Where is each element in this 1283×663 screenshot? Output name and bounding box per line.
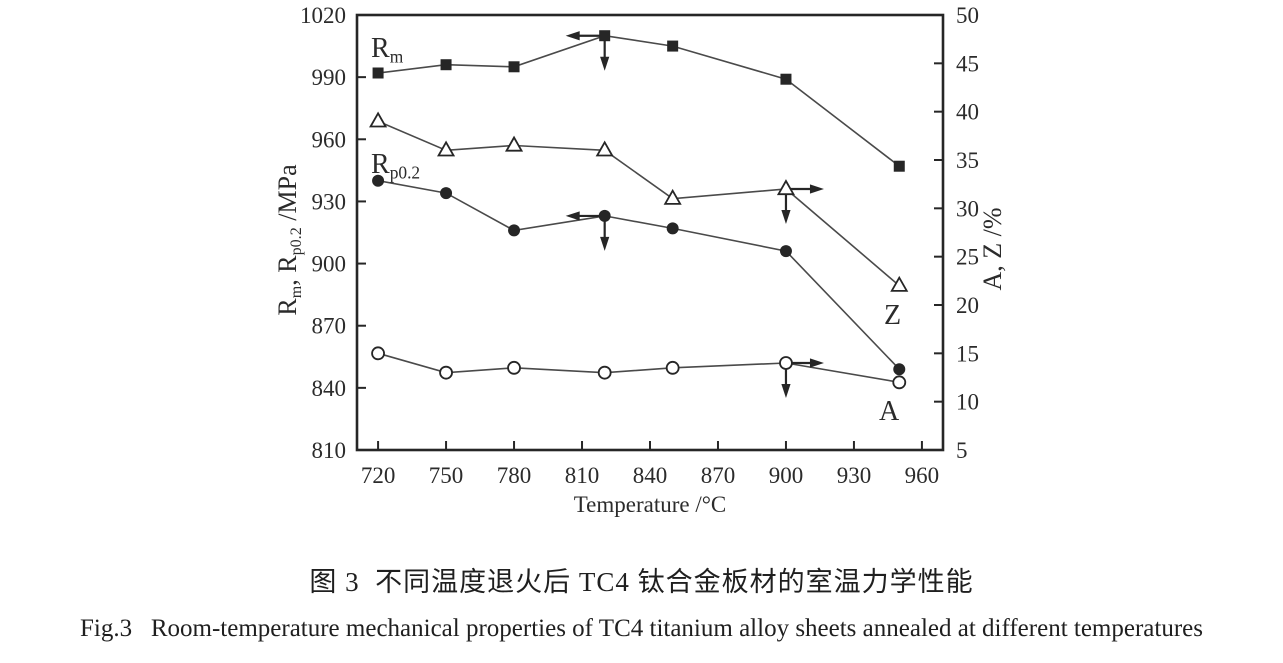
marker-open-circle bbox=[665, 360, 680, 375]
marker-filled-square bbox=[780, 73, 792, 85]
left-axis-tick-label: 990 bbox=[312, 65, 347, 90]
marker-open-triangle bbox=[890, 275, 909, 292]
marker-filled-circle bbox=[666, 222, 679, 235]
down-arrow-head bbox=[600, 56, 610, 71]
marker-filled-circle bbox=[508, 224, 521, 237]
marker-filled-square bbox=[893, 160, 905, 172]
marker-filled-square bbox=[508, 61, 520, 73]
right-axis-tick-label: 10 bbox=[956, 390, 979, 415]
right-arrow-head bbox=[809, 184, 824, 194]
right-axis-tick-label: 40 bbox=[956, 100, 979, 125]
series-line-A bbox=[377, 352, 900, 384]
left-arrow-head bbox=[565, 211, 580, 221]
marker-open-triangle bbox=[369, 111, 388, 128]
marker-filled-square bbox=[440, 59, 452, 71]
right-axis-title: A, Z /% bbox=[978, 207, 1007, 290]
left-arrow-head bbox=[565, 31, 580, 41]
x-axis-tick-label: 750 bbox=[429, 463, 464, 488]
series-line-Rm bbox=[378, 34, 900, 167]
marker-filled-square bbox=[599, 30, 611, 42]
x-axis-tick-label: 780 bbox=[497, 463, 532, 488]
x-axis-tick-label: 930 bbox=[837, 463, 872, 488]
series-markers-Rp0.2 bbox=[372, 174, 906, 376]
marker-filled-circle bbox=[893, 363, 906, 376]
marker-open-triangle bbox=[776, 179, 796, 196]
left-axis-tick-label: 840 bbox=[312, 376, 347, 401]
marker-open-circle bbox=[597, 365, 612, 380]
series-label-Rm: Rm bbox=[371, 33, 404, 67]
marker-open-circle bbox=[892, 375, 907, 390]
plot-border bbox=[355, 13, 945, 452]
mechanical-properties-chart: 810 840 870 900 930 960 990 1020 5 10 15 20 25 30 35 40… bbox=[273, 3, 1007, 517]
marker-filled-circle bbox=[779, 245, 792, 258]
x-axis-tick-label: 870 bbox=[701, 463, 736, 488]
right-axis-tick-label: 35 bbox=[956, 148, 979, 173]
left-axis-tick-label: 870 bbox=[312, 314, 347, 339]
x-axis-title: Temperature /°C bbox=[574, 492, 727, 517]
series-line-Z bbox=[377, 120, 900, 287]
right-axis-tick-label: 50 bbox=[956, 3, 979, 28]
left-axis-tick-label: 900 bbox=[312, 252, 347, 277]
marker-open-circle bbox=[371, 346, 385, 361]
marker-open-triangle bbox=[663, 188, 682, 205]
series-markers-A bbox=[371, 346, 907, 390]
series-line-Rp0.2 bbox=[377, 179, 900, 370]
marker-open-triangle bbox=[437, 140, 456, 157]
marker-open-circle bbox=[439, 365, 453, 380]
marker-filled-circle bbox=[598, 209, 611, 222]
down-arrow-head bbox=[781, 384, 791, 398]
marker-open-triangle bbox=[595, 140, 614, 157]
marker-filled-square bbox=[372, 67, 384, 79]
x-axis-tick-label: 900 bbox=[769, 463, 804, 488]
marker-open-circle bbox=[507, 360, 521, 375]
left-axis-title: Rm, Rp0.2 /MPa bbox=[273, 164, 305, 316]
right-axis-tick-label: 5 bbox=[956, 438, 968, 463]
series-label-A: A bbox=[879, 396, 900, 427]
right-axis-tick-label: 25 bbox=[956, 245, 979, 270]
series-label-Z: Z bbox=[884, 300, 901, 331]
right-axis-tick-label: 20 bbox=[956, 293, 979, 318]
down-arrow-head bbox=[781, 210, 791, 224]
marker-open-circle bbox=[779, 356, 793, 370]
left-axis-tick-label: 930 bbox=[312, 189, 347, 214]
axis-ticks: 810 840 870 900 930 960 990 1020 5 10 15 20 25 30 35 40… bbox=[300, 3, 979, 488]
x-axis-tick-label: 840 bbox=[633, 463, 668, 488]
right-arrow-head bbox=[809, 358, 824, 368]
marker-filled-square bbox=[667, 40, 679, 52]
caption-chinese: 图 3 不同温度退火后 TC4 钛合金板材的室温力学性能 bbox=[309, 567, 974, 597]
right-axis-tick-label: 15 bbox=[956, 341, 979, 366]
marker-open-triangle bbox=[504, 135, 524, 152]
series-markers-Rm bbox=[372, 30, 905, 172]
left-axis-tick-label: 810 bbox=[312, 438, 347, 463]
marker-filled-circle bbox=[440, 187, 453, 200]
x-axis-tick-label: 960 bbox=[905, 463, 940, 488]
left-axis-tick-label: 1020 bbox=[300, 3, 346, 28]
caption-english: Fig.3 Room-temperature mechanical proper… bbox=[79, 615, 1203, 642]
x-axis-tick-label: 720 bbox=[361, 463, 396, 488]
series-markers-Z bbox=[369, 111, 909, 292]
marker-filled-circle bbox=[372, 174, 385, 187]
series-label-Rp0.2: Rp0.2 bbox=[371, 149, 420, 183]
down-arrow-head bbox=[600, 236, 610, 251]
right-axis-tick-label: 45 bbox=[956, 51, 979, 76]
right-axis-tick-label: 30 bbox=[956, 196, 979, 221]
left-axis-tick-label: 960 bbox=[312, 127, 347, 152]
x-axis-tick-label: 810 bbox=[565, 463, 600, 488]
